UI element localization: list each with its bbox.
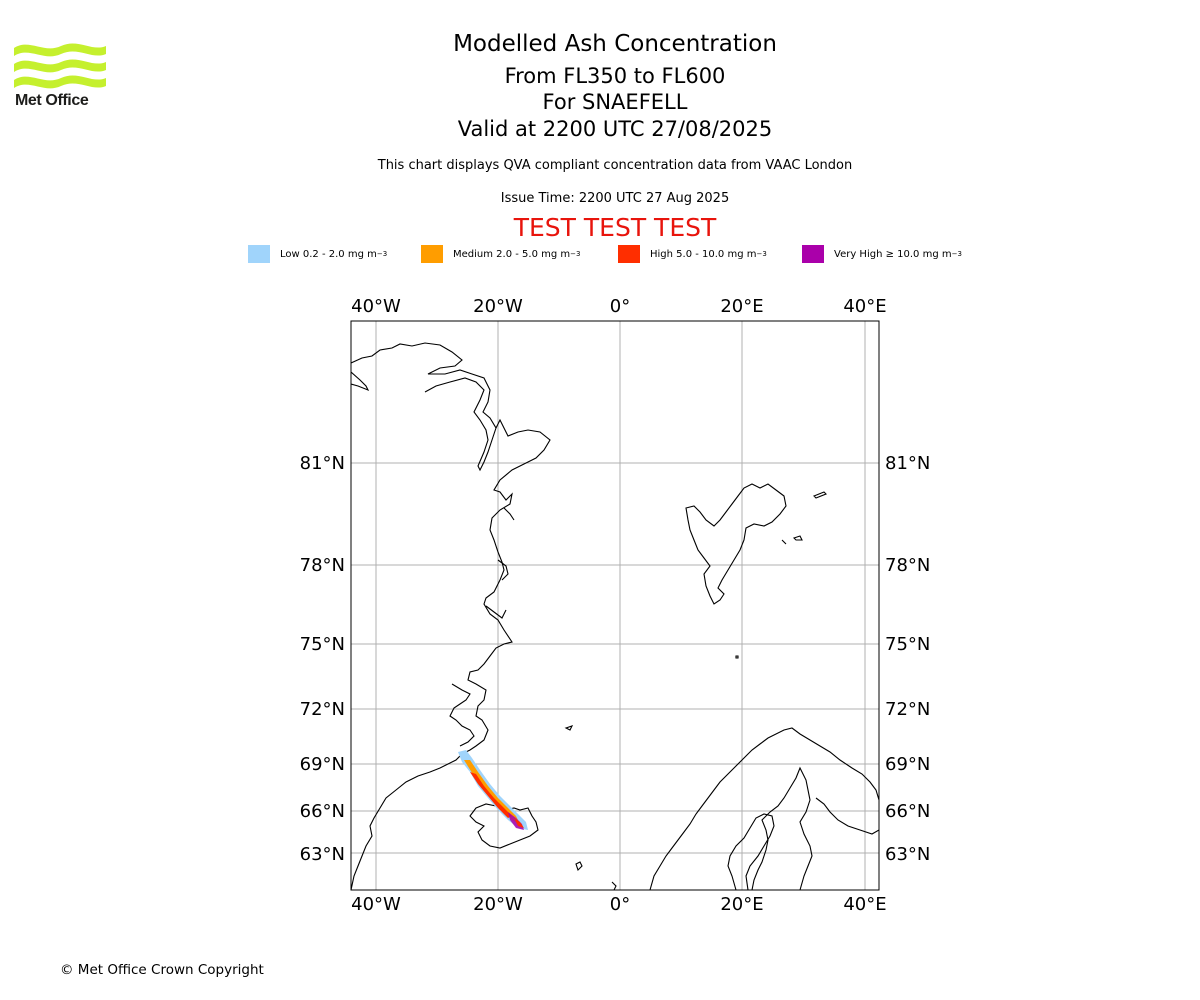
lat-label-right-66n: 66°N — [885, 801, 930, 822]
valid-time: Valid at 2200 UTC 27/08/2025 — [457, 117, 773, 141]
lat-label-right-78n: 78°N — [885, 555, 930, 576]
coastlines — [351, 342, 879, 890]
copyright-notice: © Met Office Crown Copyright — [60, 962, 264, 978]
map-frame — [350, 320, 880, 891]
legend-swatch-low — [248, 245, 270, 263]
chart-title: Modelled Ash Concentration — [453, 31, 777, 57]
ash-plume — [458, 750, 528, 830]
lat-label-left-69n: 69°N — [300, 754, 345, 775]
lat-label-right-75n: 75°N — [885, 634, 930, 655]
legend-swatch-medium — [421, 245, 443, 263]
legend-unit-exp-very-high: −3 — [951, 250, 962, 258]
coastline-scandinavia — [649, 727, 879, 890]
lon-label-top-20e: 20°E — [720, 296, 763, 317]
legend-item-very-high: Very High ≥ 10.0 mg m −3 — [802, 244, 962, 264]
lat-label-right-69n: 69°N — [885, 754, 930, 775]
lat-label-left-72n: 72°N — [300, 699, 345, 720]
lat-label-left-78n: 78°N — [300, 555, 345, 576]
legend-unit-exp-high: −3 — [756, 250, 767, 258]
coastline-svalbard-islands — [564, 491, 827, 731]
chart-subtitle: This chart displays QVA compliant concen… — [377, 158, 853, 173]
issue-time: Issue Time: 2200 UTC 27 Aug 2025 — [500, 191, 730, 206]
legend-unit-exp-low: −3 — [376, 250, 388, 258]
legend-swatch-high — [618, 245, 640, 263]
legend-swatch-very-high — [802, 245, 824, 263]
logo-text: Met Office — [15, 92, 89, 109]
lat-label-left-81n: 81°N — [300, 453, 345, 474]
coastline-greenland-east — [351, 418, 551, 890]
legend-item-medium: Medium 2.0 - 5.0 mg m −3 — [421, 244, 580, 264]
lat-label-right-81n: 81°N — [885, 453, 930, 474]
lon-label-bottom-0: 0° — [610, 894, 630, 915]
lon-label-top-20w: 20°W — [473, 296, 523, 317]
legend-label-medium: Medium 2.0 - 5.0 mg m — [453, 248, 571, 260]
volcano-name: For SNAEFELL — [542, 90, 688, 114]
map-contents — [351, 321, 879, 890]
flight-level-range: From FL350 to FL600 — [504, 64, 726, 88]
lat-label-left-75n: 75°N — [300, 634, 345, 655]
ash-very-high-region-2 — [514, 818, 524, 828]
coastline-faroe — [575, 861, 617, 890]
lon-label-top-0: 0° — [610, 296, 630, 317]
lon-label-bottom-20w: 20°W — [473, 894, 523, 915]
ash-high-region — [470, 772, 512, 818]
gridlines — [351, 321, 879, 890]
lon-label-bottom-20e: 20°E — [720, 894, 763, 915]
lat-label-left-66n: 66°N — [300, 801, 345, 822]
lon-label-top-40w: 40°W — [351, 296, 401, 317]
coastline-finland-sweden — [751, 766, 813, 890]
legend-label-high: High 5.0 - 10.0 mg m — [650, 248, 757, 260]
legend-item-high: High 5.0 - 10.0 mg m −3 — [618, 244, 767, 264]
coastline-greenland — [351, 342, 497, 472]
lat-label-right-72n: 72°N — [885, 699, 930, 720]
lon-label-top-40e: 40°E — [843, 296, 886, 317]
concentration-legend: Low 0.2 - 2.0 mg m −3 Medium 2.0 - 5.0 mg… — [0, 244, 1200, 264]
lon-label-bottom-40e: 40°E — [843, 894, 886, 915]
lat-label-left-63n: 63°N — [300, 844, 345, 865]
ash-medium-region — [464, 760, 520, 824]
lon-label-bottom-40w: 40°W — [351, 894, 401, 915]
test-banner: TEST TEST TEST — [513, 213, 717, 242]
coastline-greenland-fjords-2 — [485, 507, 515, 619]
legend-item-low: Low 0.2 - 2.0 mg m −3 — [248, 244, 387, 264]
legend-label-very-high: Very High ≥ 10.0 mg m — [834, 248, 952, 260]
lat-label-right-63n: 63°N — [885, 844, 930, 865]
coastline-greenland-fjords — [449, 683, 475, 747]
coastline-gulf — [727, 813, 775, 890]
met-office-logo-icon — [14, 43, 106, 89]
legend-unit-exp-medium: −3 — [570, 250, 581, 258]
legend-label-low: Low 0.2 - 2.0 mg m — [280, 248, 377, 260]
coastline-svalbard — [685, 483, 787, 605]
